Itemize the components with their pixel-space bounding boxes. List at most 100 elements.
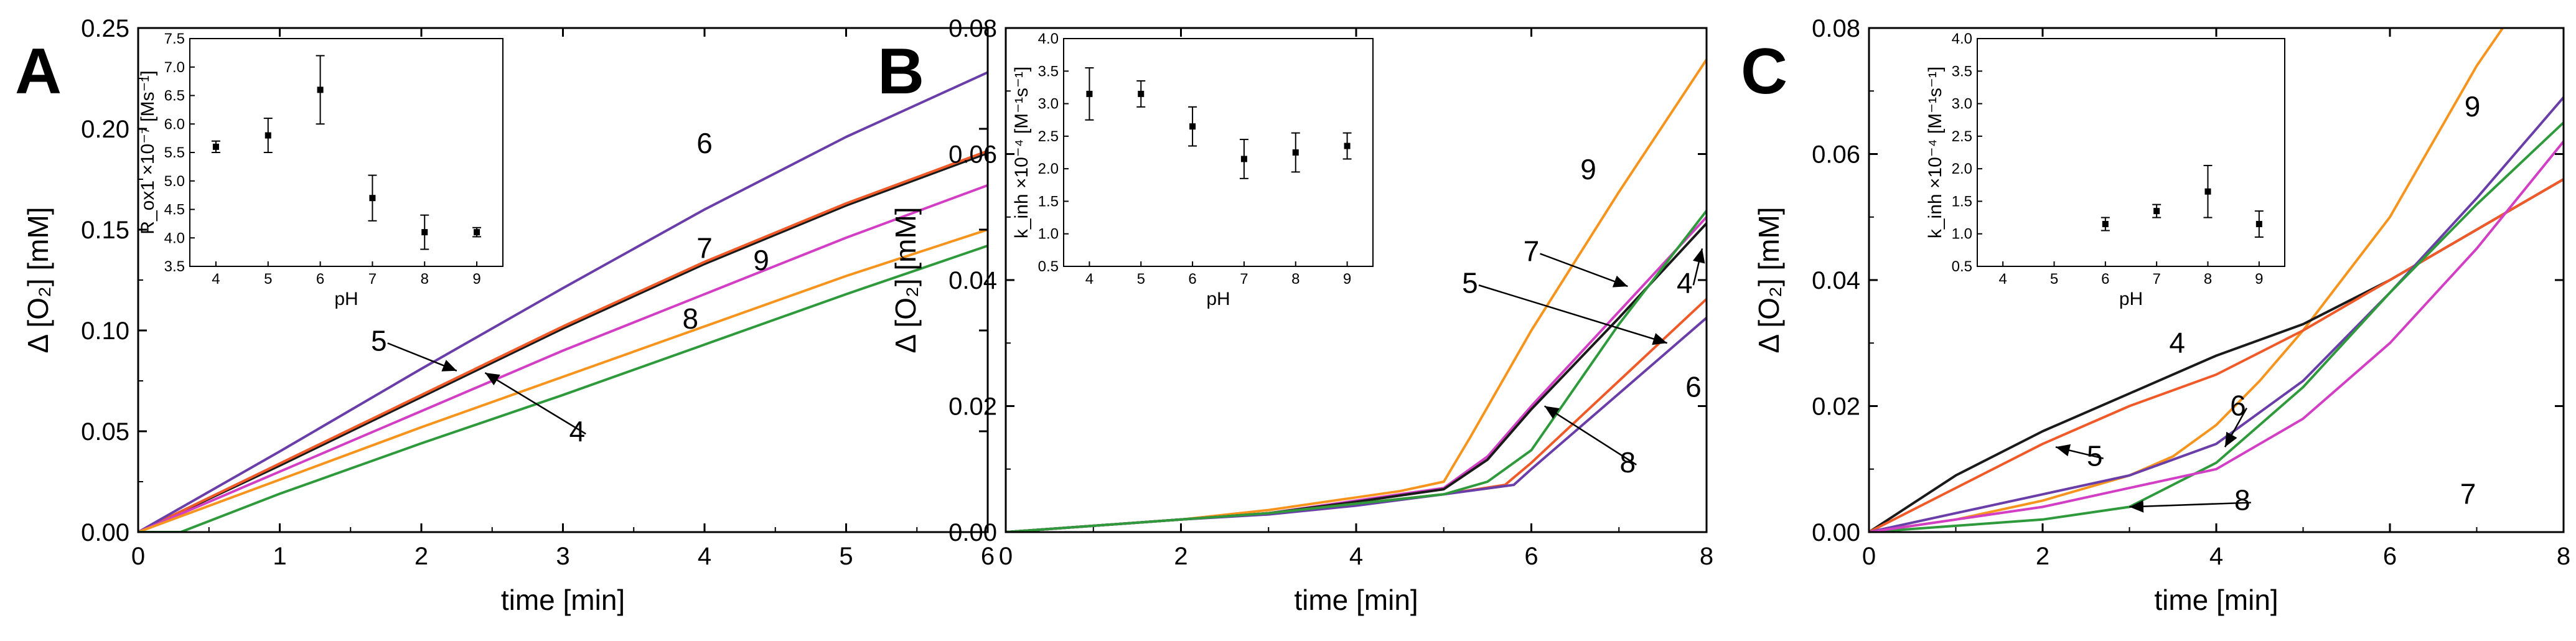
inset: 4 5 6 7 8 9 3.5 4.0 4.5 5.0 5.5 6.0 6.5 7.0 7.5 pH R_ox1…: [138, 30, 503, 309]
series-label-6: 6: [696, 127, 713, 159]
y-tick-label: 0.04: [948, 267, 997, 294]
inset-x-tick-label: 8: [421, 271, 429, 288]
inset-y-tick-label: 4.0: [1952, 30, 1972, 47]
y-tick-label: 0.10: [81, 317, 129, 345]
series-label-5: 5: [1462, 266, 1478, 299]
annotation-arrow: [1540, 253, 1628, 288]
series-label-6: 6: [2230, 390, 2246, 422]
annotation-arrow: [2129, 500, 2251, 513]
annotation-arrow: [484, 372, 586, 435]
series-group: [1869, 28, 2564, 532]
inset-y-tick-label: 3.0: [1038, 96, 1059, 113]
inset-point: [2153, 208, 2160, 215]
inset-point: [2255, 221, 2262, 228]
inset-x-tick-label: 6: [2101, 271, 2109, 288]
inset-point: [2102, 221, 2109, 228]
x-tick-label: 2: [2036, 543, 2049, 570]
inset-y-tick-label: 1.5: [1952, 193, 1972, 210]
x-tick-label: 2: [415, 543, 428, 570]
inset: 4 5 6 7 8 9 0.5 1.0 1.5 2.0 2.5 3.0 3.5 4.0 pH k_inh ×1…: [1011, 30, 1374, 309]
panel-B: B 0 2 4 6 8 0.00 0.02 0.04 0.06 0.08 time [min] Δ [O…: [878, 15, 1713, 616]
x-tick-label: 4: [698, 543, 711, 570]
x-tick-label: 4: [2209, 543, 2223, 570]
y-tick-label: 0.02: [948, 393, 997, 421]
panel-letter: C: [1741, 35, 1787, 108]
inset-y-tick-label: 6.5: [164, 88, 185, 105]
inset-y-tick-label: 2.0: [1038, 161, 1059, 177]
y-tick-label: 0.08: [948, 15, 997, 42]
panel-letter: B: [878, 35, 924, 108]
inset-x-title: pH: [1206, 289, 1230, 309]
series-line-7: [1869, 141, 2564, 532]
inset-x-title: pH: [334, 289, 358, 309]
annotation-arrow: [1692, 248, 1705, 286]
y-tick-label: 0.04: [1812, 267, 1860, 294]
inset-y-tick-label: 5.5: [164, 144, 185, 161]
series-line-9: [138, 228, 988, 532]
y-tick-label: 0.00: [948, 519, 997, 546]
inset-y-tick-label: 6.0: [164, 116, 185, 133]
series-line-4: [138, 152, 988, 532]
series-line-5: [138, 149, 988, 532]
series-label-9: 9: [753, 244, 769, 276]
inset-point: [212, 143, 219, 150]
series-label-6: 6: [1685, 370, 1702, 403]
series-line-8: [138, 245, 988, 532]
x-tick-label: 2: [1174, 543, 1187, 570]
y-tick-label: 0.20: [81, 116, 129, 143]
series-line-8: [1006, 210, 1707, 532]
inset-x-tick-label: 9: [1343, 271, 1351, 288]
inset-y-tick-label: 3.5: [1038, 63, 1059, 80]
inset-y-tick-label: 2.5: [1038, 128, 1059, 145]
inset-x-tick-label: 4: [1085, 271, 1094, 288]
series-label-4: 4: [1677, 266, 1693, 299]
x-axis-title: time [min]: [501, 584, 625, 616]
x-tick-label: 8: [2557, 543, 2570, 570]
x-tick-label: 0: [999, 543, 1013, 570]
inset-x-tick-label: 5: [1137, 271, 1145, 288]
series-label-8: 8: [1620, 446, 1636, 479]
inset: 4 5 6 7 8 9 0.5 1.0 1.5 2.0 2.5 3.0 3.5 4.0 pH k_inh ×1…: [1925, 30, 2285, 309]
inset-y-tick-label: 0.5: [1038, 258, 1059, 275]
inset-x-tick-label: 9: [472, 271, 480, 288]
inset-point: [1344, 143, 1351, 149]
series-label-9: 9: [1580, 153, 1596, 185]
x-tick-label: 0: [131, 543, 145, 570]
y-tick-label: 0.00: [81, 519, 129, 546]
x-axis-title: time [min]: [2154, 584, 2278, 616]
x-tick-label: 1: [273, 543, 286, 570]
inset-y-tick-label: 1.0: [1952, 226, 1972, 243]
y-axis-title: Δ [O₂] [mM]: [889, 207, 922, 353]
inset-y-tick-label: 7.5: [164, 30, 185, 47]
annotation-arrow: [2224, 408, 2247, 447]
series-label-5: 5: [2087, 440, 2103, 472]
x-tick-label: 6: [981, 543, 995, 570]
inset-point: [1292, 149, 1299, 156]
inset-y-tick-label: 3.0: [1952, 96, 1972, 113]
series-line-4: [1006, 222, 1707, 532]
series-label-7: 7: [2460, 477, 2476, 510]
inset-point: [317, 87, 324, 93]
inset-point: [265, 132, 271, 139]
x-tick-label: 5: [839, 543, 853, 570]
inset-frame: [1063, 38, 1374, 267]
inset-y-tick-label: 2.5: [1952, 128, 1972, 145]
inset-x-tick-label: 7: [1240, 271, 1248, 288]
annotation-arrow: [1478, 284, 1668, 345]
inset-y-tick-label: 4.0: [164, 230, 185, 246]
inset-y-tick-label: 4.0: [1038, 30, 1059, 47]
inset-x-tick-label: 6: [316, 271, 324, 288]
inset-y-title: k_inh ×10⁻⁴ [M⁻¹s⁻¹]: [1925, 67, 1946, 238]
x-tick-label: 4: [1349, 543, 1363, 570]
series-label-8: 8: [2234, 484, 2250, 517]
inset-x-tick-label: 8: [2204, 271, 2212, 288]
inset-x-tick-label: 7: [2152, 271, 2160, 288]
inset-point: [1240, 156, 1247, 162]
inset-point: [1086, 90, 1093, 97]
series-line-6: [1869, 96, 2564, 532]
y-tick-label: 0.06: [1812, 141, 1860, 169]
inset-y-tick-label: 3.5: [1952, 63, 1972, 80]
inset-y-tick-label: 1.0: [1038, 226, 1059, 243]
